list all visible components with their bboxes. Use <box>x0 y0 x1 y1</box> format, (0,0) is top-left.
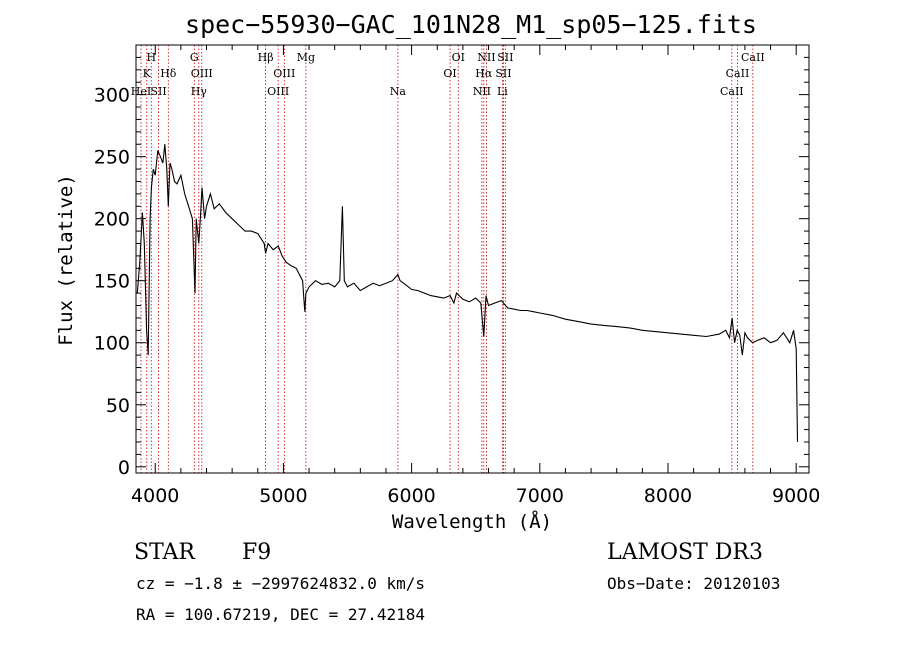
line-label-3-0: SII <box>150 85 166 98</box>
line-label-1-0: K <box>143 67 152 80</box>
y-tick-label-5: 250 <box>94 147 130 169</box>
y-axis-label: Flux (relative) <box>55 174 77 346</box>
spectral-line-markers <box>140 45 754 473</box>
spectrum-line <box>136 144 799 443</box>
line-label-10-0: OIII <box>273 67 295 80</box>
line-label-7-0: OIII <box>191 67 213 80</box>
x-tick-label-0: 4000 <box>131 485 179 507</box>
line-label-15-0: NII <box>473 85 491 98</box>
line-label-21-0: CaII <box>720 85 744 98</box>
x-tick-label-5: 9000 <box>772 485 820 507</box>
line-label-18-0: Li <box>497 85 508 98</box>
x-tick-label-4: 8000 <box>644 485 692 507</box>
survey-name: LAMOST DR3 <box>607 540 763 565</box>
line-label-11-0: Mg <box>297 51 315 64</box>
line-label-4-0: Hδ <box>160 67 177 80</box>
x-tick-label-1: 5000 <box>259 485 307 507</box>
line-label-22-0: CaII <box>726 67 750 80</box>
line-label-8-0: Hβ <box>258 51 274 64</box>
spectral-line-labels: HeIKHSIIHδGHγOIIIHβOIIIOIIIMgNaOIOINIIHα… <box>131 51 765 98</box>
obs-date: Obs−Date: 20120103 <box>607 574 780 593</box>
line-label-2-0: H <box>146 51 156 64</box>
line-label-14-0: OI <box>452 51 465 64</box>
line-label-16-0: Hα <box>475 67 493 80</box>
plot-frame <box>135 44 810 474</box>
line-label-6-0: Hγ <box>191 85 208 98</box>
x-tick-label-3: 7000 <box>516 485 564 507</box>
line-label-17-0: NII <box>477 51 495 64</box>
y-tick-label-0: 0 <box>118 457 130 479</box>
line-label-12-0: Na <box>390 85 407 98</box>
x-tick-label-2: 6000 <box>387 485 435 507</box>
y-tick-label-1: 50 <box>106 395 130 417</box>
y-tick-label-6: 300 <box>94 85 130 107</box>
object-subclass: F9 <box>242 540 271 565</box>
object-class: STAR <box>134 540 196 565</box>
coordinates: RA = 100.67219, DEC = 27.42184 <box>136 605 425 624</box>
y-tick-label-4: 200 <box>94 209 130 231</box>
line-label-13-0: OI <box>443 67 456 80</box>
y-axis-ticks: 0 50 100 150 200 250 300 <box>94 56 809 479</box>
line-label-19-0: SII <box>495 67 511 80</box>
x-axis-ticks: 4000 5000 6000 7000 8000 9000 <box>131 45 820 507</box>
line-label-9-0: OIII <box>267 85 289 98</box>
y-tick-label-3: 150 <box>94 271 130 293</box>
redshift-text: cz = −1.8 ± −2997624832.0 km/s <box>136 574 425 593</box>
x-axis-label: Wavelength (Å) <box>392 510 552 533</box>
chart-title: spec−55930−GAC_101N28_M1_sp05−125.fits <box>185 10 757 39</box>
line-label-5-0: G <box>190 51 199 64</box>
line-label-23-0: CaII <box>741 51 765 64</box>
line-label-20-0: SII <box>497 51 513 64</box>
line-label-0-0: HeI <box>131 85 151 98</box>
y-tick-label-2: 100 <box>94 333 130 355</box>
